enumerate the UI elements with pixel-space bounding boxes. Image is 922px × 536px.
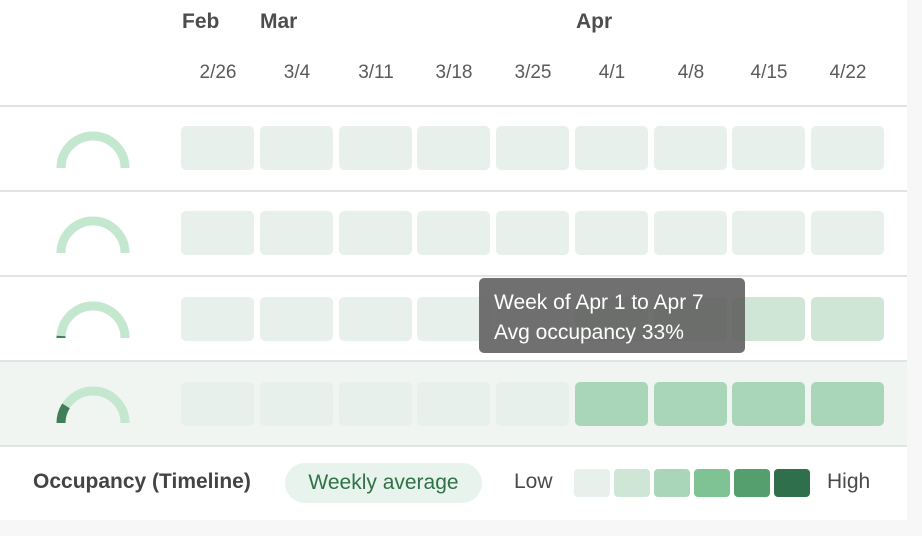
heatmap-cell[interactable] [732, 126, 805, 170]
legend-low-label: Low [514, 470, 553, 493]
heatmap-cell[interactable] [811, 297, 884, 341]
week-tooltip: Week of Apr 1 to Apr 7 Avg occupancy 33% [479, 278, 745, 353]
row-divider [0, 360, 907, 362]
heatmap-cell[interactable] [654, 126, 727, 170]
weekly-average-toggle[interactable]: Weekly average [285, 463, 482, 503]
heatmap-cell[interactable] [181, 211, 254, 255]
tooltip-avg-occupancy: Avg occupancy 33% [494, 321, 684, 344]
heatmap-cell[interactable] [575, 126, 648, 170]
heatmap-cell[interactable] [181, 297, 254, 341]
occupancy-gauge-icon [56, 386, 130, 424]
heatmap-cell[interactable] [654, 211, 727, 255]
heatmap-cell[interactable] [575, 211, 648, 255]
heatmap-cell[interactable] [339, 211, 412, 255]
legend-swatch [574, 469, 610, 497]
legend-high-label: High [827, 470, 871, 493]
week-label: 3/11 [358, 62, 394, 83]
week-label: 3/18 [435, 62, 473, 83]
heatmap-cell[interactable] [417, 211, 490, 255]
tooltip-week-range: Week of Apr 1 to Apr 7 [494, 291, 704, 314]
row-divider [0, 275, 907, 277]
week-label: 4/1 [598, 62, 626, 83]
heatmap-cell[interactable] [260, 126, 333, 170]
week-label: 4/15 [750, 62, 788, 83]
heatmap-cell[interactable] [654, 382, 727, 426]
legend-swatch [654, 469, 690, 497]
chart-title: Occupancy (Timeline) [33, 470, 251, 493]
gauge-track [56, 216, 130, 254]
heatmap-cell[interactable] [260, 382, 333, 426]
occupancy-gauge-icon [56, 131, 130, 169]
heatmap-cell[interactable] [417, 126, 490, 170]
heatmap-cell[interactable] [417, 382, 490, 426]
week-label: 3/25 [514, 62, 552, 83]
heatmap-cell[interactable] [496, 382, 569, 426]
heatmap-cell[interactable] [181, 126, 254, 170]
occupancy-gauge-icon [56, 216, 130, 254]
legend-swatch [774, 469, 810, 497]
heatmap-cell[interactable] [575, 382, 648, 426]
week-label: 4/22 [829, 62, 867, 83]
legend-swatch [614, 469, 650, 497]
week-label: 3/4 [283, 62, 311, 83]
occupancy-gauge-icon [56, 301, 130, 339]
occupancy-panel: Feb Mar Apr 2/26 3/4 3/11 3/18 3/25 4/1 … [0, 10, 907, 503]
heatmap-cell[interactable] [811, 382, 884, 426]
month-label-feb: Feb [182, 10, 220, 33]
week-label: 4/8 [677, 62, 705, 83]
heatmap-cell[interactable] [496, 126, 569, 170]
row-divider [0, 190, 907, 192]
legend-swatch [734, 469, 770, 497]
heatmap-cell[interactable] [811, 211, 884, 255]
gauge-track [56, 386, 130, 424]
month-label-apr: Apr [576, 10, 613, 33]
heatmap-cell[interactable] [339, 297, 412, 341]
legend-swatch [694, 469, 730, 497]
heatmap-cell[interactable] [260, 297, 333, 341]
heatmap-cell[interactable] [339, 126, 412, 170]
month-label-mar: Mar [260, 10, 298, 33]
row-divider [0, 105, 907, 107]
heatmap-cell[interactable] [181, 382, 254, 426]
heatmap-cell[interactable] [811, 126, 884, 170]
gauge-track [56, 131, 130, 169]
gauge-track [56, 301, 130, 339]
heatmap-cell[interactable] [417, 297, 490, 341]
heatmap-cell[interactable] [260, 211, 333, 255]
gauge-fill [56, 403, 70, 424]
heatmap-cell[interactable] [732, 211, 805, 255]
row-divider [0, 445, 907, 447]
heatmap-cell[interactable] [732, 382, 805, 426]
heatmap-cell[interactable] [496, 211, 569, 255]
week-label: 2/26 [199, 62, 237, 83]
heatmap-cell[interactable] [339, 382, 412, 426]
